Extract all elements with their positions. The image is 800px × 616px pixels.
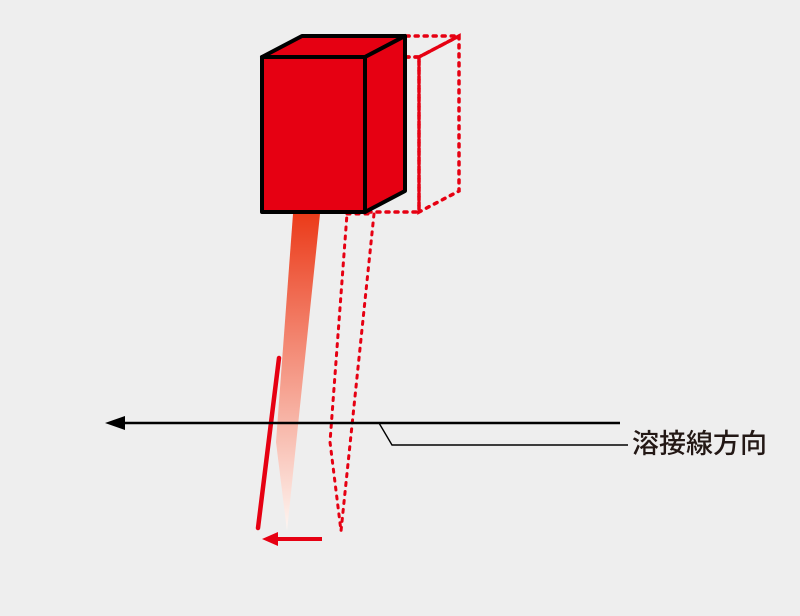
ghost-beam xyxy=(330,214,374,531)
sensor-box-front xyxy=(262,57,365,212)
diagram-canvas: 溶接線方向 xyxy=(0,0,800,616)
callout-leader xyxy=(379,423,628,445)
welding-direction-label: 溶接線方向 xyxy=(632,422,767,461)
welding-direction-arrow-head xyxy=(105,416,125,430)
ghost-box-side xyxy=(419,36,459,212)
scan-line xyxy=(258,358,279,528)
laser-beam xyxy=(276,214,320,531)
sensor-box-side xyxy=(365,36,405,212)
diagram-svg xyxy=(0,0,800,616)
shift-arrow-head xyxy=(262,532,278,546)
